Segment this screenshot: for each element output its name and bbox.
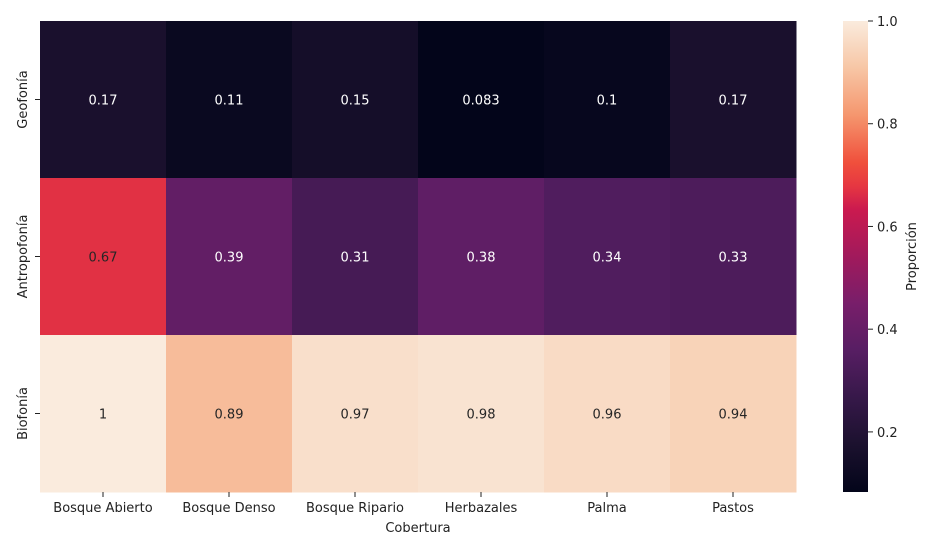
- colorbar-tick-label: 0.6: [877, 220, 898, 235]
- heatmap-cell: [292, 21, 419, 179]
- heatmap-cell: [166, 335, 293, 493]
- cell-value-label: 0.31: [341, 251, 370, 266]
- cell-value-label: 0.97: [341, 408, 370, 423]
- heatmap-cell: [544, 21, 671, 179]
- cell-value-label: 0.39: [215, 251, 244, 266]
- y-axis: Geofonía Antropofonía Biofonía: [16, 70, 40, 440]
- y-tick-label: Antropofonía: [16, 215, 31, 299]
- cell-value-label: 0.17: [719, 94, 748, 109]
- x-tick-label: Bosque Denso: [182, 501, 275, 516]
- cell-value-label: 0.17: [89, 94, 118, 109]
- heatmap-cell: [40, 335, 167, 493]
- x-tick-label: Pastos: [712, 501, 754, 516]
- heatmap-cell: [40, 178, 167, 336]
- heatmap-cell: [166, 21, 293, 179]
- heatmap-cell: [166, 178, 293, 336]
- heatmap-cell: [418, 21, 545, 179]
- cell-value-label: 1: [99, 408, 107, 423]
- cell-value-label: 0.34: [593, 251, 622, 266]
- cell-value-label: 0.11: [215, 94, 244, 109]
- x-axis-label: Cobertura: [385, 521, 450, 536]
- heatmap-cell: [544, 178, 671, 336]
- heatmap-cell: [292, 178, 419, 336]
- heatmap-cells: [40, 21, 797, 493]
- x-tick-label: Herbazales: [445, 501, 518, 516]
- heatmap-cell: [544, 335, 671, 493]
- cell-value-label: 0.1: [597, 94, 618, 109]
- colorbar-label: Proporción: [905, 222, 920, 291]
- colorbar: 0.2 0.4 0.6 0.8 1.0 Proporción: [843, 15, 920, 492]
- cell-value-label: 0.67: [89, 251, 118, 266]
- cell-value-label: 0.96: [593, 408, 622, 423]
- heatmap-cell: [670, 21, 797, 179]
- cell-value-label: 0.15: [341, 94, 370, 109]
- cell-value-label: 0.33: [719, 251, 748, 266]
- y-tick-label: Biofonía: [16, 387, 31, 440]
- x-axis: Bosque Abierto Bosque Denso Bosque Ripario…: [53, 492, 754, 516]
- heatmap-cell: [40, 21, 167, 179]
- heatmap-cell: [418, 335, 545, 493]
- cell-value-label: 0.083: [462, 94, 499, 109]
- heatmap-cell: [670, 335, 797, 493]
- cell-value-label: 0.38: [467, 251, 496, 266]
- cell-value-label: 0.89: [215, 408, 244, 423]
- colorbar-tick-label: 0.2: [877, 426, 898, 441]
- colorbar-tick-label: 0.4: [877, 323, 898, 338]
- colorbar-tick-label: 1.0: [877, 15, 898, 30]
- heatmap-cell: [292, 335, 419, 493]
- x-tick-label: Bosque Abierto: [53, 501, 152, 516]
- x-tick-label: Bosque Ripario: [306, 501, 404, 516]
- heatmap-cell-labels: 0.17 0.11 0.15 0.083 0.1 0.17 0.67 0.39 0.31 0.38…: [89, 94, 748, 423]
- colorbar-gradient: [843, 21, 868, 492]
- cell-value-label: 0.94: [719, 408, 748, 423]
- cell-value-label: 0.98: [467, 408, 496, 423]
- heatmap-cell: [418, 178, 545, 336]
- y-tick-label: Geofonía: [16, 70, 31, 128]
- heatmap-cell: [670, 178, 797, 336]
- x-tick-label: Palma: [587, 501, 626, 516]
- colorbar-tick-label: 0.8: [877, 118, 898, 133]
